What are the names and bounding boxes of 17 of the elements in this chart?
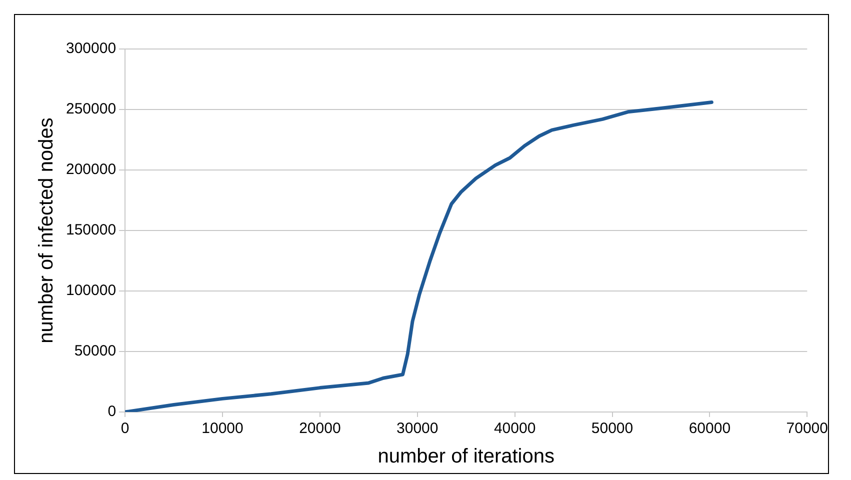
y-tick-label: 150000 (66, 222, 116, 239)
y-tick-label: 0 (108, 403, 116, 420)
x-tick-label: 60000 (688, 420, 731, 438)
y-tick-label: 100000 (66, 282, 116, 300)
x-tick-label: 50000 (591, 420, 634, 438)
x-tick-label: 0 (120, 420, 130, 438)
x-tick-label: 20000 (299, 420, 341, 438)
x-tick-label: 70000 (786, 420, 828, 438)
y-axis-title: number of infected nodes (36, 118, 58, 344)
x-tick-label: 40000 (494, 420, 536, 438)
y-tick-label: 250000 (66, 100, 116, 118)
x-tick-label: 10000 (202, 420, 244, 438)
y-tick-label: 300000 (66, 40, 116, 58)
x-axis-title: number of iterations (378, 446, 554, 468)
y-tick-label: 50000 (74, 342, 116, 360)
x-tick-label: 30000 (396, 420, 438, 438)
y-tick-label: 200000 (66, 161, 116, 178)
